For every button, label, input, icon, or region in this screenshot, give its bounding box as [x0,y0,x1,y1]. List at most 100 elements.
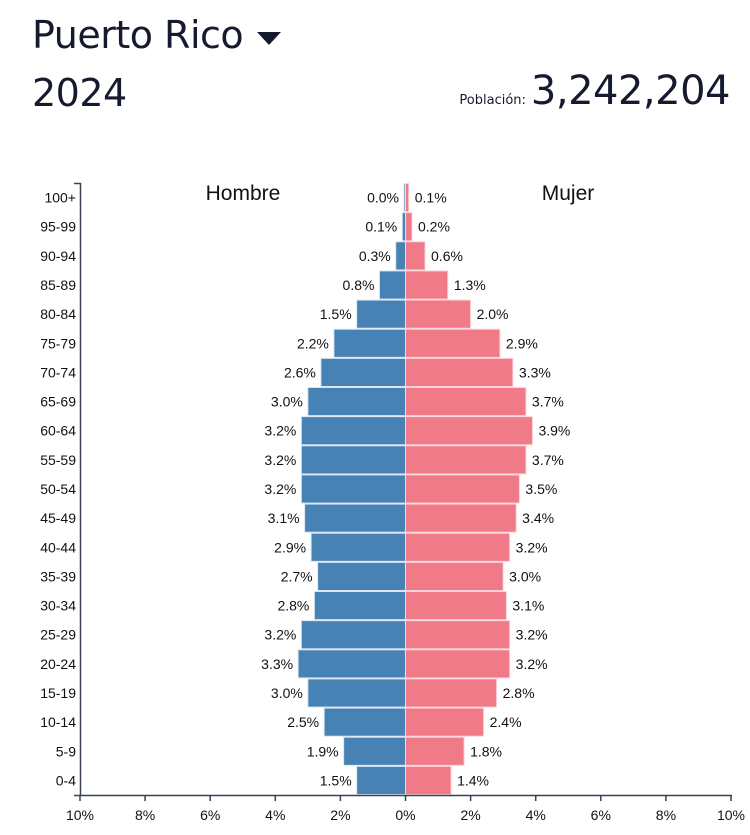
male-value-label: 2.2% [297,335,329,351]
y-tick-label: 100+ [44,190,76,206]
x-tick-label: 8% [135,807,155,823]
male-bar [300,416,406,446]
male-bar [300,620,406,650]
female-value-label: 3.3% [519,364,551,380]
y-tick-label: 15-19 [40,685,76,701]
y-tick-label: 25-29 [40,627,76,643]
male-value-label: 0.3% [359,248,391,264]
male-value-label: 0.0% [367,190,399,206]
male-bar [300,474,406,504]
female-bar [405,212,413,242]
male-bar [307,387,407,417]
female-value-label: 2.0% [477,306,509,322]
y-tick-label: 60-64 [40,423,76,439]
male-value-label: 1.5% [320,306,352,322]
male-bar [333,328,407,358]
population-value: 3,242,204 [530,68,731,114]
female-value-label: 2.4% [490,714,522,730]
x-tick-label: 4% [265,807,285,823]
y-tick-label: 10-14 [40,714,76,730]
female-value-label: 1.4% [457,772,489,788]
y-tick-label: 55-59 [40,452,76,468]
female-bar [405,270,449,300]
x-tick-label: 6% [200,807,220,823]
bars-group [297,183,533,795]
x-tick-label: 0% [395,807,415,823]
country-selector[interactable]: Puerto Rico [32,10,282,60]
population-summary: Población: 3,242,204 [459,68,730,114]
x-tick-label: 8% [656,807,676,823]
y-tick-label: 20-24 [40,656,76,672]
male-bar [395,241,406,271]
female-value-label: 3.1% [512,598,544,614]
female-bar [405,357,514,388]
female-value-label: 2.9% [506,335,538,351]
female-value-label: 3.0% [509,568,541,584]
male-bar [356,299,406,329]
male-value-label: 3.0% [271,685,303,701]
x-tick-label: 10% [66,807,94,823]
x-axis: 10% 8% 6% 4% 2% 0% 2% 4% 6% 8% 10% [66,794,745,823]
x-tick-label: 10% [717,807,745,823]
male-bar [304,503,406,533]
y-tick-label: 65-69 [40,394,76,410]
female-bar [405,241,426,271]
y-tick-label: 95-99 [40,219,76,235]
female-value-label: 3.5% [525,481,557,497]
male-bar [310,532,407,562]
female-bar [405,183,410,213]
bar-labels-group: 0.0% 0.1% 0.1% 0.2% 0.3% 0.6% 0.8% 1.3% 1.5% 2.0%… [261,190,570,789]
female-side-label: Mujer [542,182,595,205]
male-value-label: 2.9% [274,539,306,555]
female-bar [405,299,472,329]
male-bar [297,649,406,679]
y-tick-label: 30-34 [40,598,76,614]
y-tick-label: 50-54 [40,481,76,497]
caret-down-icon[interactable] [257,31,282,45]
male-value-label: 3.2% [264,423,296,439]
female-value-label: 2.8% [503,685,535,701]
female-bar [405,532,511,562]
male-value-label: 3.2% [264,627,296,643]
female-value-label: 3.7% [532,452,564,468]
male-value-label: 1.5% [320,772,352,788]
female-value-label: 1.3% [454,277,486,293]
male-value-label: 0.8% [343,277,375,293]
male-value-label: 0.1% [365,219,397,235]
male-bar [323,707,406,737]
male-value-label: 2.6% [284,364,316,380]
female-bar [405,707,485,737]
y-tick-label: 90-94 [40,248,76,264]
female-value-label: 0.6% [431,248,463,264]
male-value-label: 1.9% [307,743,339,759]
female-value-label: 3.2% [516,627,548,643]
x-tick-label: 6% [591,807,611,823]
y-tick-label: 5-9 [56,743,76,759]
female-bar [405,387,527,417]
male-bar [320,357,406,388]
y-tick-label: 85-89 [40,277,76,293]
female-value-label: 3.7% [532,394,564,410]
female-value-label: 3.2% [516,656,548,672]
male-value-label: 2.8% [277,598,309,614]
female-bar [405,649,511,679]
population-label: Población: [459,93,526,108]
male-bar [343,736,406,766]
female-bar [405,591,507,621]
male-bar [356,765,406,795]
y-tick-label: 75-79 [40,335,76,351]
male-bar [313,591,406,621]
male-bar [378,270,406,300]
country-name: Puerto Rico [32,13,244,57]
female-bar [405,561,504,591]
y-axis: 100+ 95-99 90-94 85-89 80-84 75-79 70-74 65-69 6… [40,182,82,795]
female-bar [405,328,501,358]
female-value-label: 3.9% [538,423,570,439]
y-tick-label: 40-44 [40,539,76,555]
female-bar [405,620,511,650]
x-tick-label: 4% [526,807,546,823]
male-bar [300,445,406,475]
male-value-label: 3.3% [261,656,293,672]
y-tick-label: 80-84 [40,306,76,322]
